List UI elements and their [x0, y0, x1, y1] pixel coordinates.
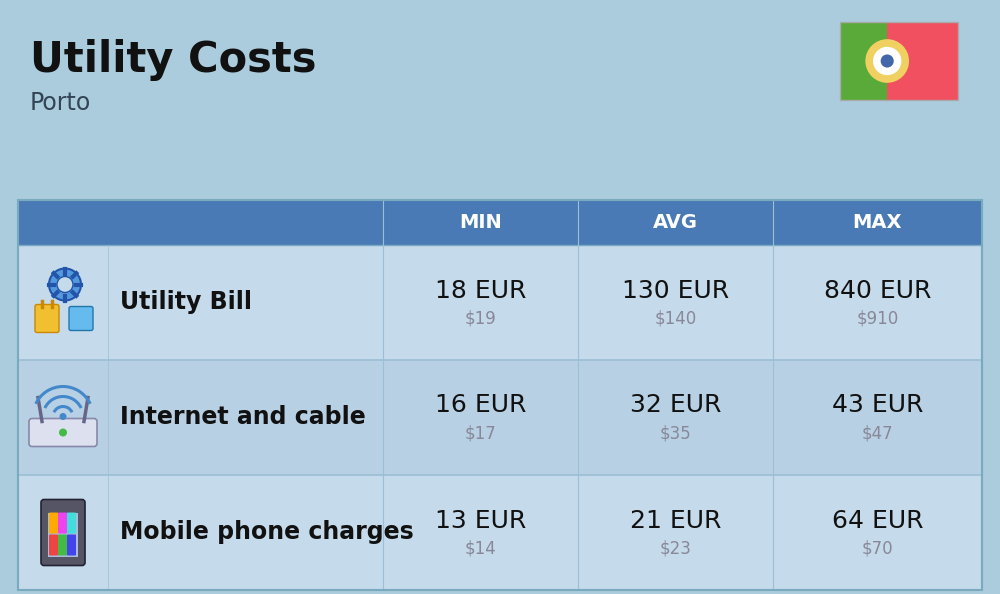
FancyBboxPatch shape [18, 475, 982, 590]
FancyBboxPatch shape [29, 419, 97, 447]
Circle shape [57, 276, 73, 292]
Text: 64 EUR: 64 EUR [832, 508, 923, 532]
Text: Porto: Porto [30, 91, 91, 115]
FancyBboxPatch shape [58, 513, 67, 533]
Text: 32 EUR: 32 EUR [630, 393, 721, 418]
Text: $910: $910 [856, 309, 899, 327]
FancyBboxPatch shape [67, 535, 76, 555]
Text: 21 EUR: 21 EUR [630, 508, 721, 532]
FancyBboxPatch shape [48, 513, 78, 557]
Text: 130 EUR: 130 EUR [622, 279, 729, 302]
FancyBboxPatch shape [840, 22, 887, 100]
Text: 16 EUR: 16 EUR [435, 393, 526, 418]
Text: AVG: AVG [653, 213, 698, 232]
Text: 43 EUR: 43 EUR [832, 393, 923, 418]
FancyBboxPatch shape [41, 500, 85, 565]
FancyBboxPatch shape [35, 305, 59, 333]
Text: MIN: MIN [459, 213, 502, 232]
FancyBboxPatch shape [58, 535, 67, 555]
Text: $47: $47 [862, 425, 893, 443]
FancyBboxPatch shape [18, 200, 982, 245]
Text: Utility Costs: Utility Costs [30, 39, 316, 81]
Text: MAX: MAX [853, 213, 902, 232]
Text: 13 EUR: 13 EUR [435, 508, 526, 532]
Text: Utility Bill: Utility Bill [120, 290, 252, 314]
Text: $140: $140 [654, 309, 697, 327]
Text: 18 EUR: 18 EUR [435, 279, 526, 302]
Text: $70: $70 [862, 539, 893, 558]
Circle shape [873, 47, 901, 75]
Text: $19: $19 [465, 309, 496, 327]
Circle shape [49, 268, 81, 301]
Circle shape [881, 55, 894, 68]
FancyBboxPatch shape [69, 307, 93, 330]
FancyBboxPatch shape [18, 360, 982, 475]
Text: $17: $17 [465, 425, 496, 443]
Text: $35: $35 [660, 425, 691, 443]
FancyBboxPatch shape [18, 245, 982, 360]
Circle shape [865, 39, 909, 83]
Text: $14: $14 [465, 539, 496, 558]
Circle shape [59, 428, 67, 437]
Circle shape [60, 413, 66, 420]
Text: Internet and cable: Internet and cable [120, 406, 366, 429]
FancyBboxPatch shape [67, 513, 76, 533]
Text: $23: $23 [660, 539, 691, 558]
Text: Mobile phone charges: Mobile phone charges [120, 520, 414, 545]
FancyBboxPatch shape [887, 22, 958, 100]
FancyBboxPatch shape [49, 513, 58, 533]
Text: 840 EUR: 840 EUR [824, 279, 931, 302]
FancyBboxPatch shape [49, 535, 58, 555]
